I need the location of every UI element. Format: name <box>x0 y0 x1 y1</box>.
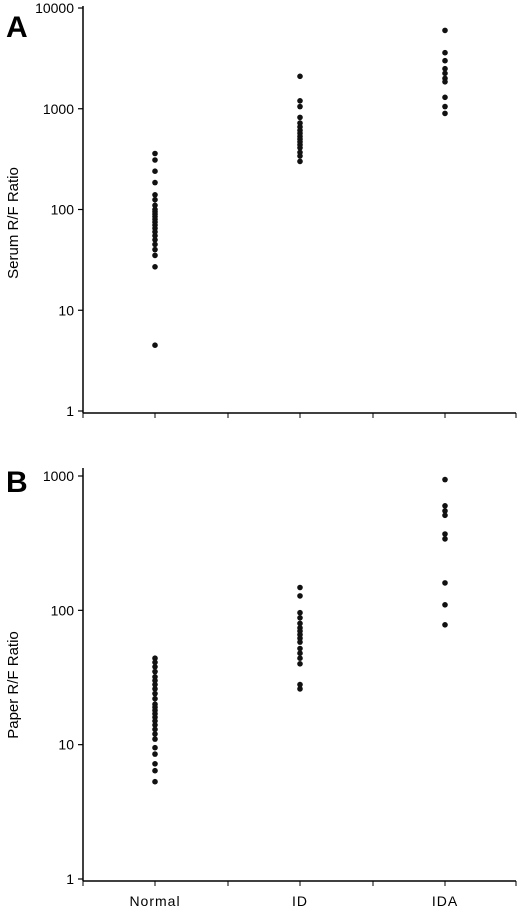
data-point-ida <box>442 110 448 117</box>
data-point-id <box>297 114 303 121</box>
data-point-normal <box>152 767 158 774</box>
data-point-id <box>297 593 303 599</box>
data-point-normal <box>152 718 158 724</box>
y-ticks-a: 1 10 100 1000 10000 <box>35 0 83 419</box>
data-point-normal <box>152 252 158 259</box>
data-point-ida <box>442 79 448 85</box>
data-point-normal <box>152 664 158 670</box>
y-ticks-b: 1 10 100 1000 <box>43 468 83 887</box>
data-point-id <box>297 158 303 165</box>
data-point-id <box>297 73 303 80</box>
data-point-normal <box>152 246 158 253</box>
data-point-id <box>297 635 303 641</box>
data-point-ida <box>442 602 448 608</box>
data-point-ida <box>442 536 448 542</box>
data-point-normal <box>152 196 158 203</box>
data-point-ida <box>442 49 448 56</box>
data-point-id <box>297 584 303 591</box>
points-b <box>152 476 448 785</box>
data-point-normal <box>152 744 158 751</box>
panel-letter-b: B <box>6 466 28 499</box>
data-point-id <box>297 609 303 616</box>
data-point-ida <box>442 508 448 514</box>
y-tick-label: 1 <box>66 871 74 887</box>
data-point-normal <box>152 681 158 688</box>
data-point-normal <box>152 668 158 675</box>
data-point-ida <box>442 580 448 586</box>
data-point-normal <box>152 342 158 349</box>
y-tick-label: 1000 <box>43 468 74 484</box>
data-point-normal <box>152 731 158 737</box>
data-point-normal <box>152 761 158 767</box>
data-point-normal <box>152 778 158 785</box>
data-point-id <box>297 639 303 645</box>
y-tick-label: 10 <box>58 737 74 753</box>
data-point-normal <box>152 241 158 248</box>
data-point-ida <box>442 103 448 110</box>
data-point-normal <box>152 264 158 270</box>
x-category-label: IDA <box>432 893 458 908</box>
data-point-id <box>297 650 303 656</box>
category-labels: Normal ID IDA <box>129 893 458 908</box>
data-point-normal <box>152 237 158 243</box>
data-point-ida <box>442 57 448 64</box>
x-ticks-b <box>82 881 517 886</box>
data-point-ida <box>442 65 448 72</box>
y-tick-label: 10 <box>58 302 74 318</box>
data-point-normal <box>152 686 158 692</box>
data-point-normal <box>152 150 158 157</box>
data-point-ida <box>442 27 448 34</box>
panel-letter-a: A <box>6 11 28 44</box>
data-point-id <box>297 153 303 159</box>
data-point-id <box>297 661 303 667</box>
x-category-label: ID <box>292 893 308 908</box>
data-point-ida <box>442 94 448 101</box>
data-point-normal <box>152 690 158 697</box>
y-axis-label-b: Paper R/F Ratio <box>5 631 22 739</box>
data-point-normal <box>152 726 158 733</box>
data-point-id <box>297 681 303 688</box>
data-point-ida <box>442 476 448 483</box>
data-point-id <box>297 145 303 151</box>
data-point-id <box>297 98 303 104</box>
data-point-id <box>297 620 303 627</box>
data-point-normal <box>152 751 158 757</box>
y-tick-label: 100 <box>51 202 75 218</box>
data-point-normal <box>152 232 158 239</box>
data-point-normal <box>152 736 158 742</box>
data-point-id <box>297 686 303 692</box>
data-point-id <box>297 655 303 661</box>
data-point-normal <box>152 179 158 186</box>
data-point-id <box>297 615 303 621</box>
data-point-normal <box>152 677 158 684</box>
data-point-normal <box>152 655 158 661</box>
data-point-normal <box>152 192 158 198</box>
data-point-id <box>297 103 303 110</box>
x-ticks-a <box>82 413 517 418</box>
data-point-id <box>297 645 303 652</box>
y-tick-label: 1000 <box>43 101 74 117</box>
x-category-label: Normal <box>129 893 180 908</box>
data-point-ida <box>442 503 448 509</box>
data-point-normal <box>152 202 158 209</box>
data-point-ida <box>442 622 448 628</box>
y-tick-label: 100 <box>51 602 75 618</box>
data-point-normal <box>152 659 158 666</box>
data-point-ida <box>442 531 448 537</box>
data-point-normal <box>152 157 158 163</box>
data-point-ida <box>442 512 448 519</box>
data-point-normal <box>152 722 158 728</box>
y-tick-label: 10000 <box>35 0 74 16</box>
data-point-ida <box>442 70 448 77</box>
data-point-normal <box>152 168 158 174</box>
y-axis-label-a: Serum R/F Ratio <box>5 167 22 279</box>
panel-a: A Serum R/F Ratio 1 10 100 1000 10000 <box>5 0 517 419</box>
data-point-normal <box>152 695 158 702</box>
panel-b: B Paper R/F Ratio 1 10 100 1000 Normal ID IDA <box>5 466 517 908</box>
y-tick-label: 1 <box>66 403 74 419</box>
points-a <box>152 27 448 349</box>
